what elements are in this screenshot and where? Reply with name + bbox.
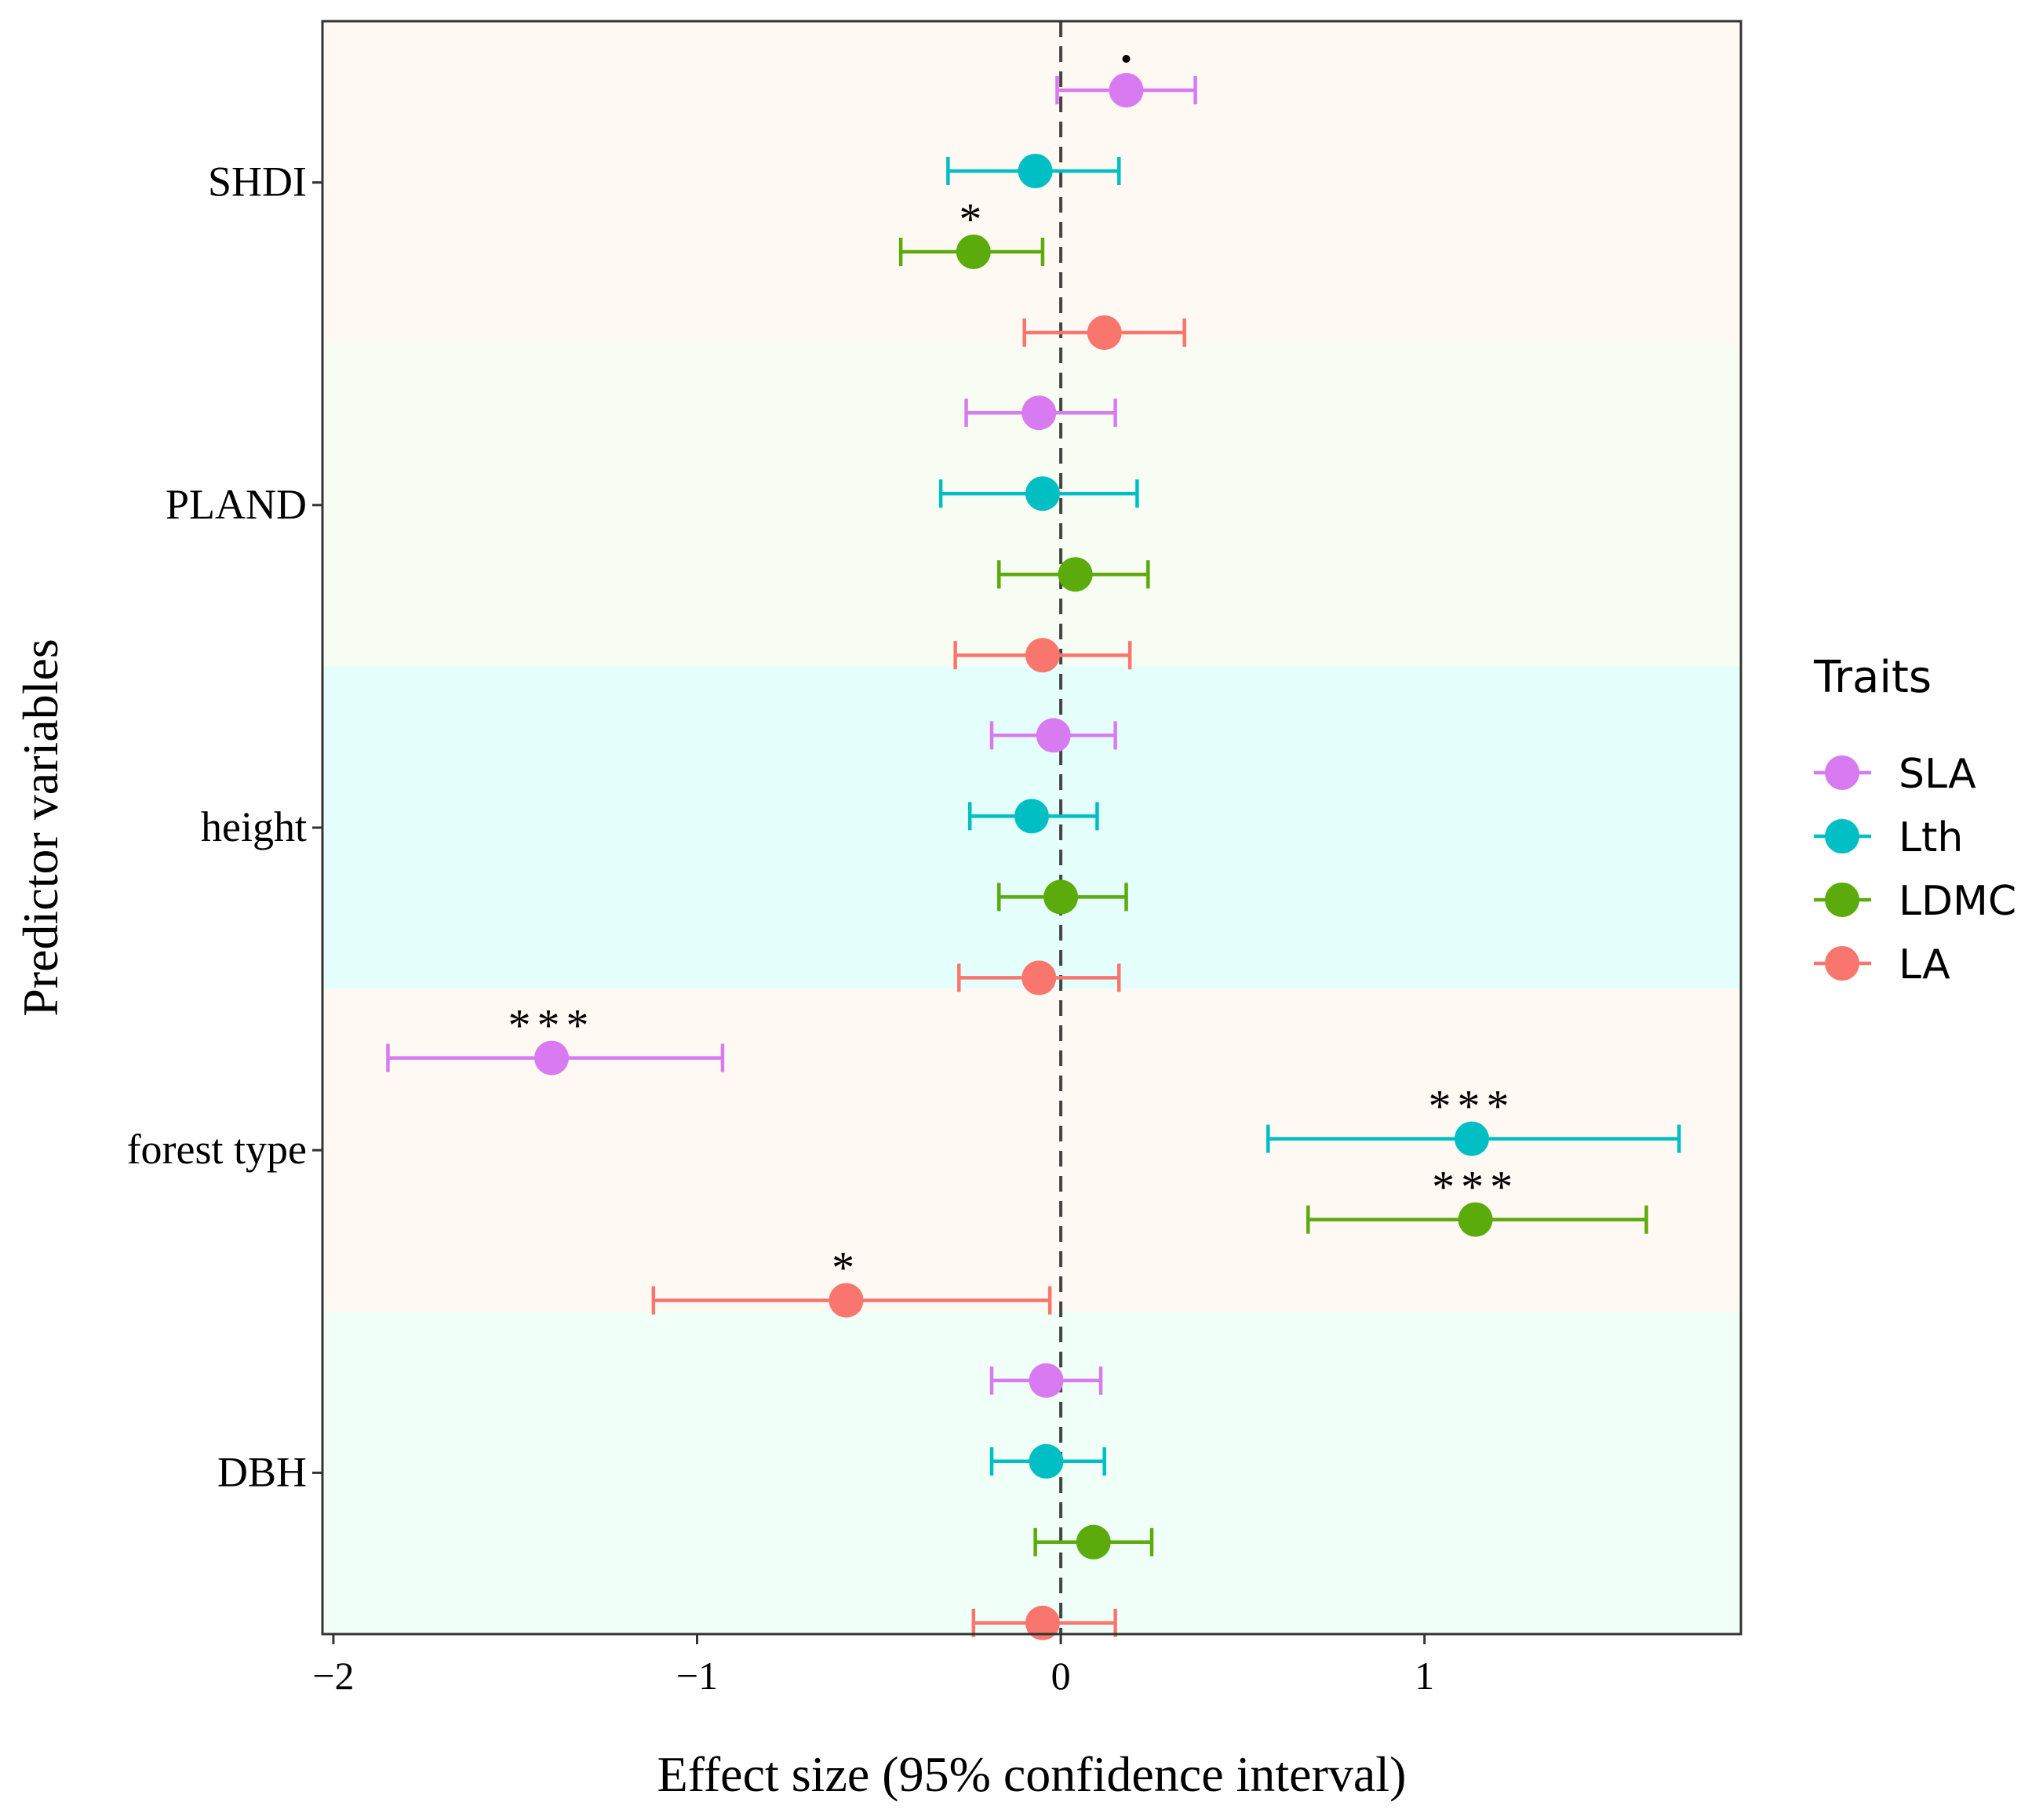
point-group-height-sla [989, 718, 1117, 753]
y-tick-label: SHDI [208, 158, 307, 206]
point-group-forest-type-lth: *** [1266, 1081, 1681, 1156]
legend-label: LDMC [1899, 878, 2016, 925]
estimate-point [956, 235, 991, 269]
x-axis-title: Effect size (95% confidence interval) [657, 1746, 1407, 1802]
legend-key-point [1825, 883, 1859, 917]
point-group-dbh-ldmc [1033, 1524, 1154, 1560]
legend-item-sla: SLA [1814, 751, 1976, 798]
y-tick-label: height [201, 803, 307, 850]
x-tick-label: 1 [1415, 1654, 1434, 1698]
significance-label: * [959, 194, 988, 245]
legend-key-point [1825, 819, 1859, 854]
significance-label: *** [1428, 1081, 1515, 1132]
point-group-height-lth [967, 799, 1099, 834]
estimate-point [1025, 1605, 1060, 1640]
point-group-forest-type-ldmc: *** [1306, 1162, 1648, 1237]
legend-title: Traits [1813, 652, 1932, 703]
estimate-point [1454, 1121, 1489, 1156]
point-group-forest-type-la: * [651, 1243, 1052, 1318]
point-group-pland-la [953, 638, 1132, 673]
y-axis-title: Predictor variables [13, 639, 68, 1017]
y-tick-label: DBH [217, 1448, 307, 1495]
point-group-pland-lth [938, 476, 1139, 511]
estimate-point [1458, 1202, 1493, 1237]
y-tick-label: PLAND [166, 481, 307, 528]
point-group-pland-ldmc [997, 557, 1150, 592]
legend-key-point [1825, 755, 1859, 790]
estimate-point [828, 1283, 864, 1318]
significance-label: * [832, 1243, 861, 1294]
estimate-point [1021, 395, 1057, 431]
significance-dot [1122, 55, 1131, 63]
point-group-shdi-ldmc: * [898, 194, 1045, 269]
point-group-shdi-la [1022, 315, 1186, 350]
point-group-height-la [957, 960, 1121, 996]
point-group-pland-sla [964, 395, 1117, 431]
x-tick-label: −1 [676, 1654, 718, 1698]
estimate-point [1014, 799, 1049, 834]
point-group-height-ldmc [997, 879, 1128, 915]
legend-item-la: LA [1814, 941, 1950, 988]
y-tick-label: forest type [127, 1126, 307, 1173]
legend-label: LA [1899, 941, 1950, 988]
estimate-point [1025, 476, 1060, 511]
legend-label: Lth [1899, 814, 1963, 861]
x-tick-label: −2 [312, 1654, 354, 1698]
estimate-point [1018, 154, 1053, 188]
band-dbh [322, 1311, 1741, 1634]
estimate-point [1036, 718, 1071, 753]
estimate-point [534, 1040, 570, 1076]
point-group-dbh-la [971, 1605, 1117, 1640]
estimate-point [1021, 960, 1057, 996]
point-group-dbh-lth [989, 1443, 1106, 1479]
significance-label: *** [508, 1000, 595, 1051]
estimate-point [1087, 315, 1122, 350]
estimate-point [1076, 1524, 1111, 1560]
legend-item-lth: Lth [1814, 814, 1963, 861]
legend-key-point [1825, 946, 1859, 981]
legend-label: SLA [1899, 751, 1976, 798]
point-group-shdi-lth [946, 154, 1121, 188]
significance-label: *** [1432, 1162, 1519, 1213]
estimate-point [1029, 1363, 1064, 1398]
estimate-point [1025, 638, 1060, 673]
point-group-dbh-sla [989, 1363, 1103, 1398]
estimate-point [1029, 1443, 1064, 1479]
legend: Traits SLA Lth LDMC LA [1813, 652, 2016, 988]
legend-item-ldmc: LDMC [1814, 878, 2016, 925]
x-tick-label: 0 [1051, 1654, 1071, 1698]
estimate-point [1043, 879, 1079, 915]
point-group-shdi-sla [1055, 55, 1197, 107]
estimate-point [1109, 73, 1144, 107]
point-group-forest-type-sla: *** [386, 1000, 725, 1076]
estimate-point [1058, 557, 1093, 592]
